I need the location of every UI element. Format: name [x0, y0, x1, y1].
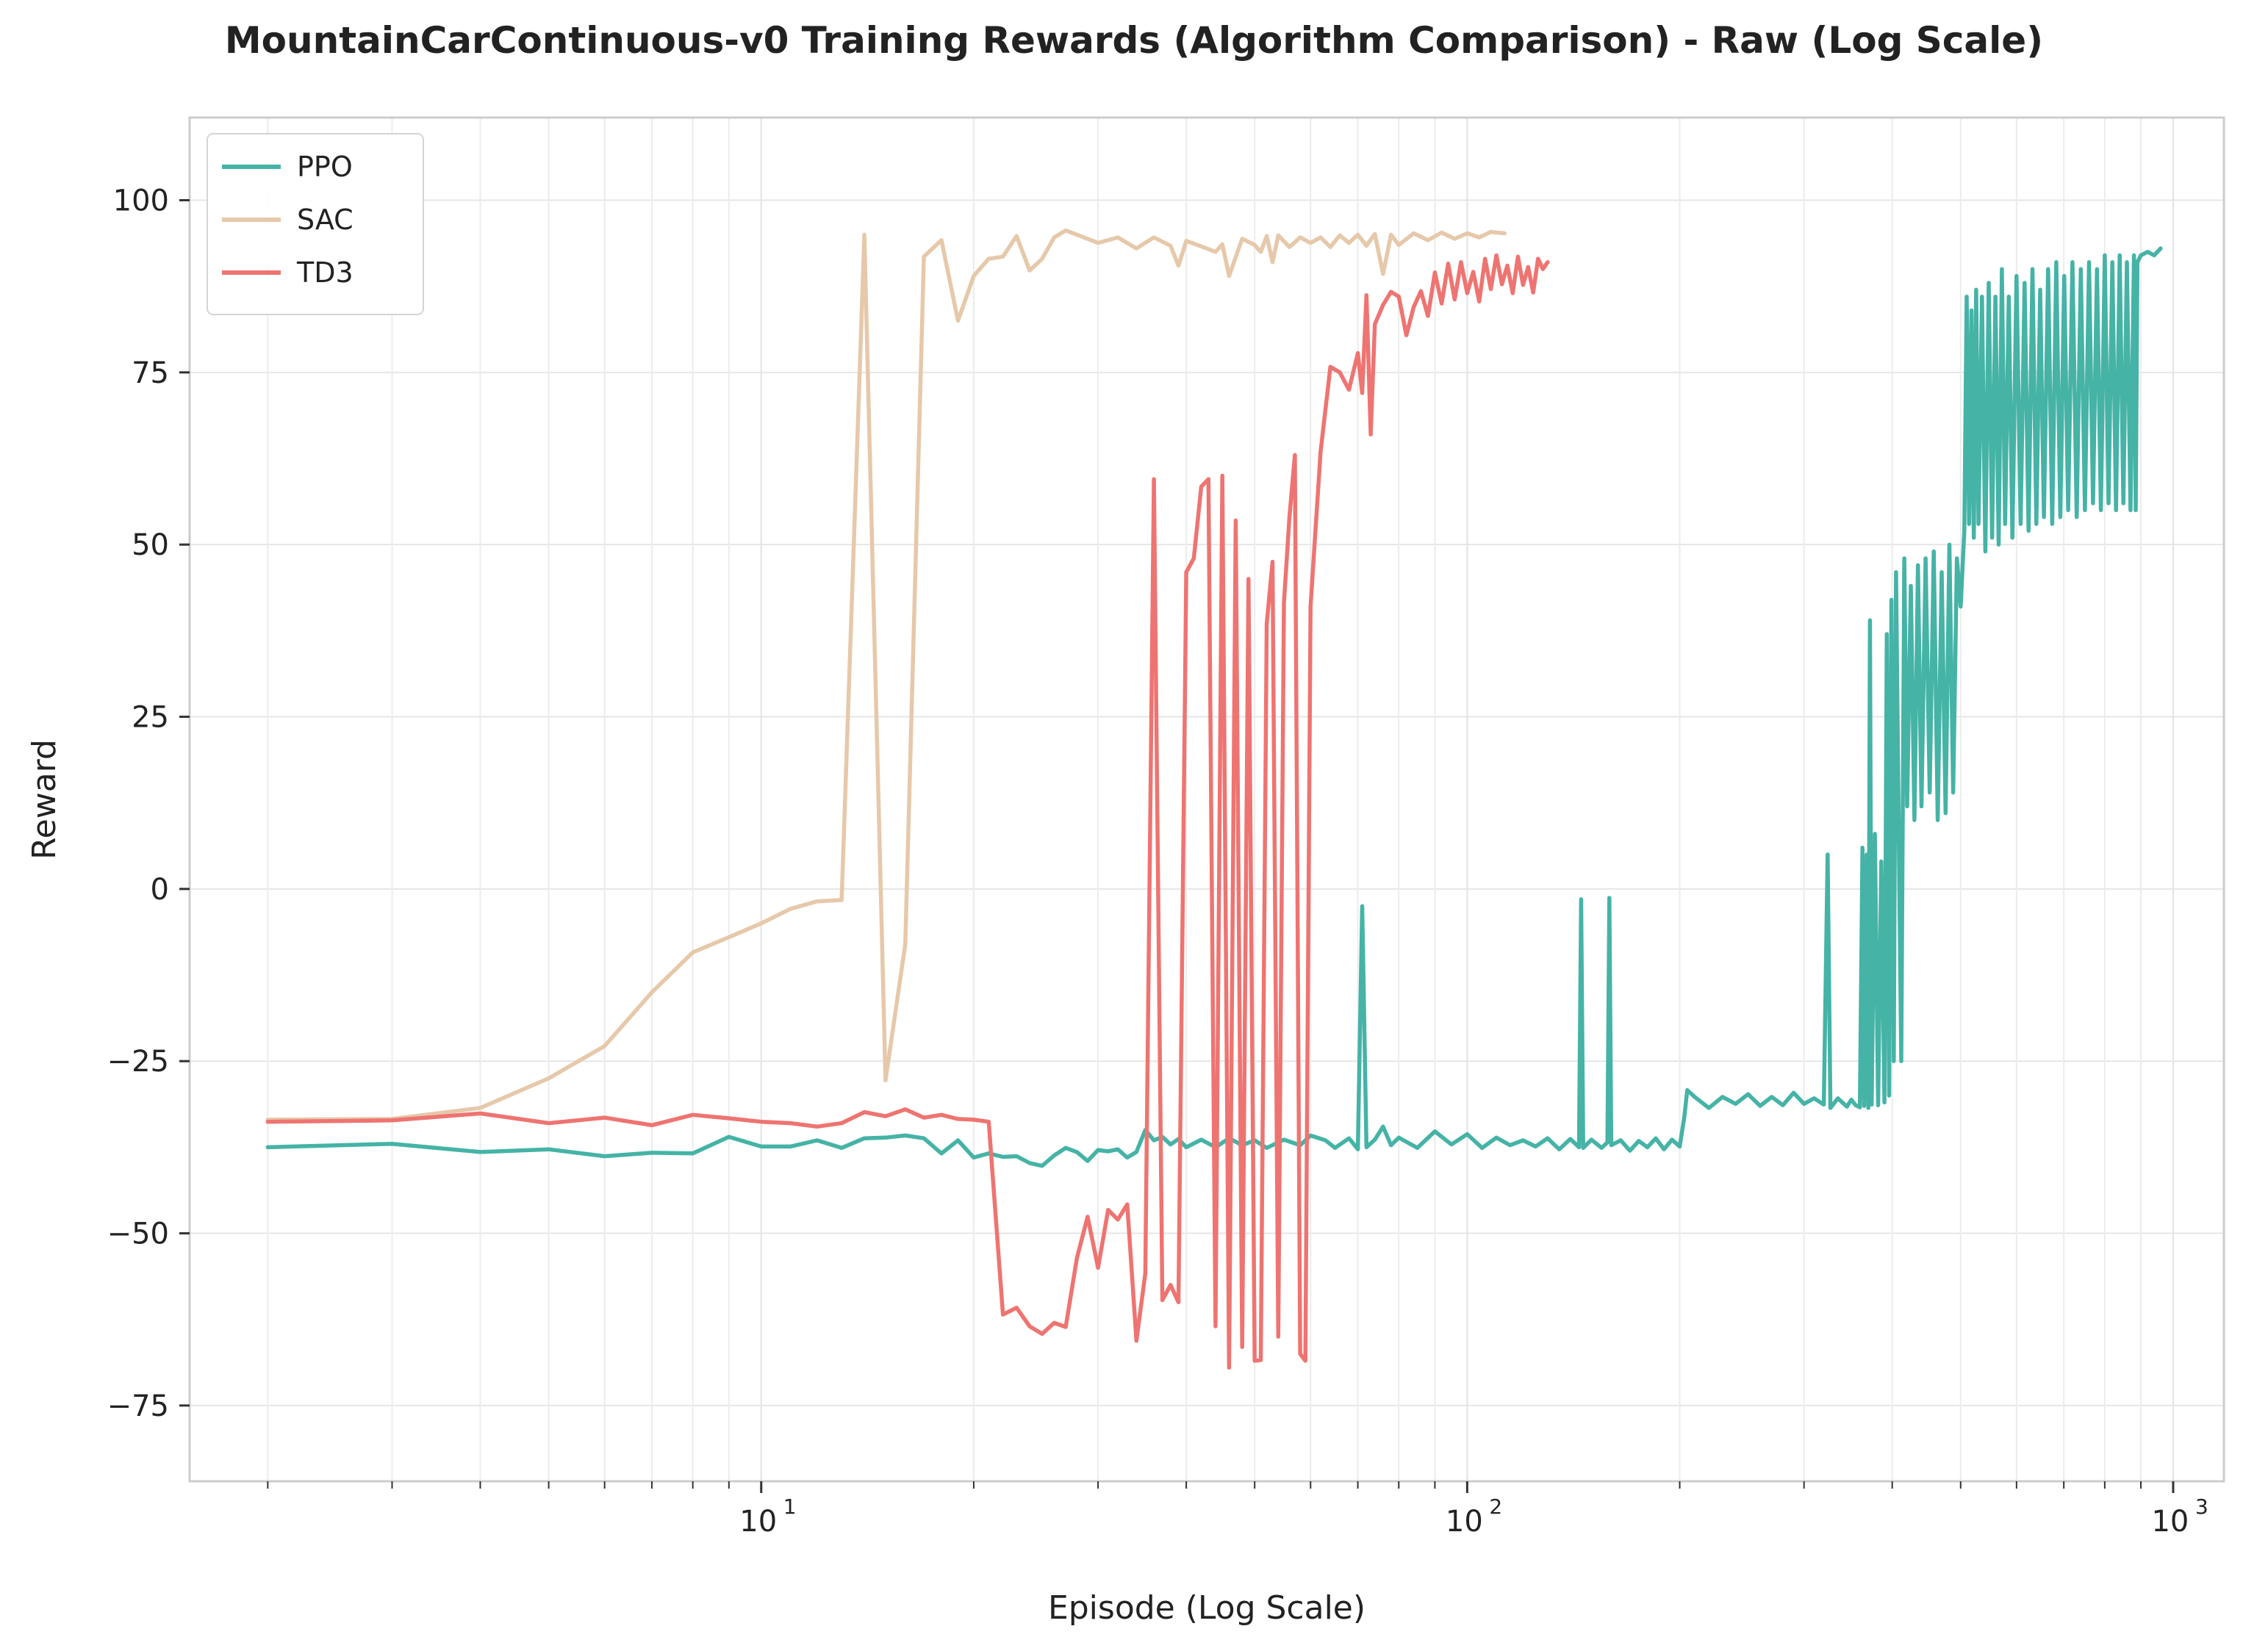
legend-label-ppo: PPO — [297, 151, 353, 183]
x-tick-label: 10 2 — [1446, 1494, 1502, 1539]
y-tick-label: −50 — [107, 1217, 169, 1251]
x-axis-label: Episode (Log Scale) — [1048, 1589, 1366, 1627]
x-axis-ticks: 10 1 10 2 10 3 — [267, 1481, 2208, 1539]
legend-label-td3: TD3 — [296, 256, 354, 289]
y-tick-label: 75 — [132, 356, 169, 390]
x-tick-label: 10 1 — [739, 1494, 796, 1539]
x-tick-base: 10 — [739, 1505, 777, 1539]
series-line-td3 — [265, 253, 1550, 1370]
y-axis-ticks: 100 75 50 25 0 −25 −50 −75 — [107, 184, 190, 1423]
legend-box — [207, 133, 424, 315]
x-tick-base: 10 — [1446, 1505, 1483, 1539]
x-tick-exponent: 2 — [1489, 1494, 1502, 1519]
y-tick-label: 100 — [113, 184, 169, 217]
legend-label-sac: SAC — [297, 204, 354, 236]
y-tick-label: −75 — [107, 1389, 169, 1423]
x-tick-base: 10 — [2151, 1505, 2189, 1539]
y-tick-label: 50 — [132, 528, 169, 562]
chart-title: MountainCarContinuous-v0 Training Reward… — [225, 19, 2043, 62]
x-tick-label: 10 3 — [2151, 1494, 2208, 1539]
y-tick-label: 0 — [151, 873, 169, 907]
y-tick-label: −25 — [107, 1045, 169, 1079]
grid-lines — [190, 118, 2224, 1481]
x-tick-exponent: 1 — [783, 1494, 797, 1519]
plot-area-frame — [188, 116, 2225, 1483]
series-line-sac — [265, 228, 1507, 1122]
y-axis-label: Reward — [26, 739, 63, 860]
legend: PPO SAC TD3 — [207, 133, 424, 315]
x-tick-exponent: 3 — [2195, 1494, 2208, 1519]
series-line-ppo — [265, 246, 2163, 1168]
series-lines — [265, 228, 2163, 1370]
y-tick-label: 25 — [132, 701, 169, 735]
